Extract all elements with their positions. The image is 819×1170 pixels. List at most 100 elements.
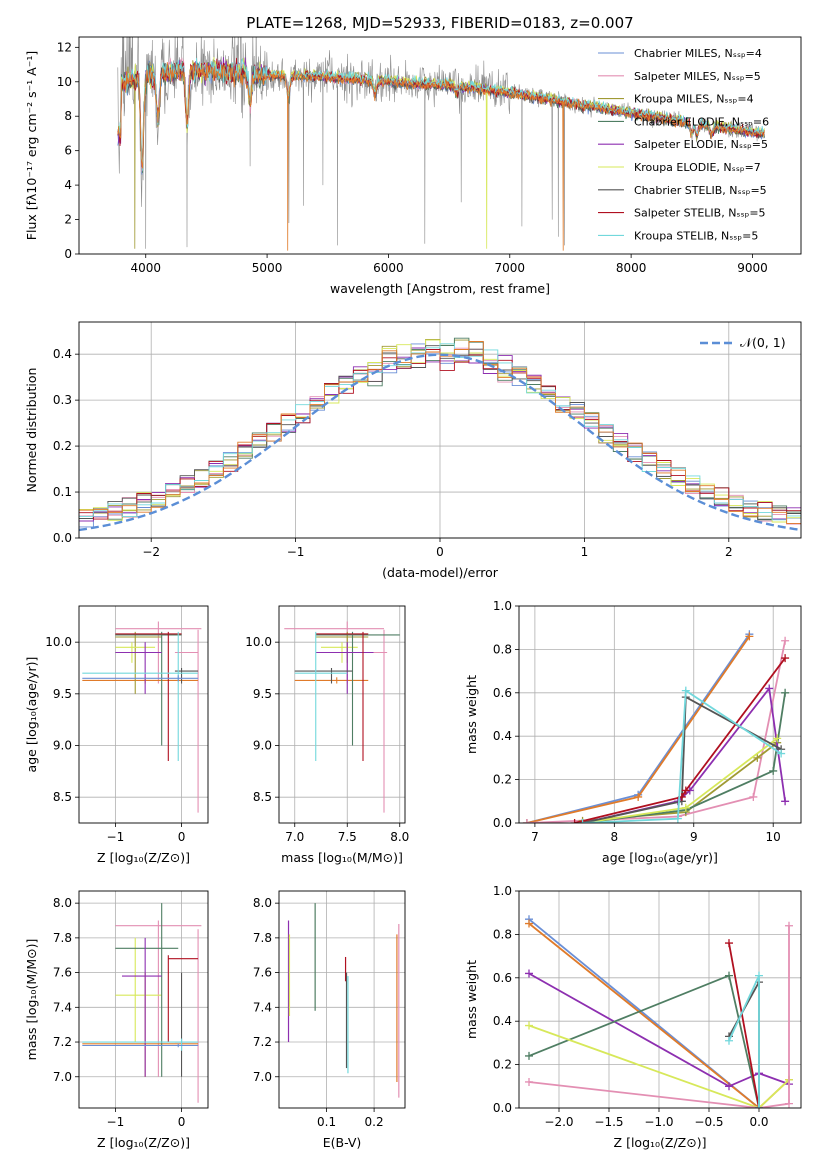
model-spectrum-line-orange (117, 62, 765, 251)
x-tick-label: 8 (611, 830, 619, 844)
y-tick-label: 1.0 (493, 884, 512, 898)
y-tick-label: 0.8 (493, 927, 512, 941)
y-tick-label: 9.0 (53, 739, 72, 753)
residuals-legend: 𝒩(0, 1) (700, 335, 786, 350)
weight-point-marker (777, 749, 786, 758)
y-tick-label: 7.4 (53, 1000, 72, 1014)
y-tick-label: 9.5 (53, 687, 72, 701)
x-axis-label: Z [log₁₀(Z/Z⊙)] (97, 850, 190, 865)
mass_vs_Z-axes: −1 0 7.0 7.2 7.4 7.6 7.8 8.0 Z [log₁₀(Z/Z⊙)] mass… (24, 890, 209, 1150)
y-tick-label: 4 (64, 178, 72, 192)
weight-point-marker (769, 766, 778, 775)
mass_vs_ebv-plot-area (287, 903, 400, 1098)
weight_vs_age-plot-area (522, 630, 790, 823)
y-tick-label: 8.0 (253, 896, 272, 910)
axes-frame (518, 890, 802, 1109)
x-tick-label: −1 (287, 545, 305, 559)
x-tick-label: −1 (107, 1115, 125, 1129)
legend-entry-label: Kroupa MILES, Nₛₛₚ=4 (634, 93, 754, 106)
age_vs_mass-axes: 7.0 7.5 8.0 8.5 9.0 9.5 10.0 mass [log₁₀(M/M⊙)] (245, 605, 409, 865)
axes-frame (278, 605, 406, 824)
weight-point-marker (781, 654, 790, 663)
residual-histogram-s_stelib (79, 349, 801, 520)
y-tick-label: 7.2 (53, 1035, 72, 1049)
y-tick-label: 7.8 (253, 931, 272, 945)
x-tick-label: 8000 (616, 261, 647, 275)
weight-point-marker (755, 971, 763, 980)
x-axis-label: Z [log₁₀(Z/Z⊙)] (614, 1135, 707, 1150)
mass_vs_ebv-axes: 0.1 0.2 7.0 7.2 7.4 7.6 7.8 8.0 E(B-V) (253, 890, 406, 1150)
weight-point-marker (753, 753, 762, 762)
weight_vs_Z-plot-area (525, 915, 793, 1108)
y-tick-label: 1.0 (493, 599, 512, 613)
y-tick-label: 0.6 (493, 686, 512, 700)
legend-entry-label: Kroupa ELODIE, Nₛₛₚ=7 (634, 161, 761, 174)
axes-frame (278, 890, 406, 1109)
y-tick-label: 10.0 (245, 635, 272, 649)
error-cross-10 (82, 675, 199, 682)
x-tick-label: 7 (531, 830, 539, 844)
legend-entry-label: Salpeter ELODIE, Nₛₛₚ=5 (634, 138, 768, 151)
error-cross-7 (115, 631, 182, 761)
axes-frame (78, 321, 802, 539)
x-tick-label: 9 (690, 830, 698, 844)
error-cross-6 (315, 642, 374, 694)
weight-point-marker (773, 734, 782, 743)
legend-entry-label: Kroupa STELIB, Nₛₛₚ=5 (634, 229, 758, 242)
x-axis-label: Z [log₁₀(Z/Z⊙)] (97, 1135, 190, 1150)
normal-distribution-curve (79, 353, 801, 532)
y-tick-label: 10.0 (45, 635, 72, 649)
error-cross-6 (115, 642, 162, 694)
y-tick-label: 7.2 (253, 1035, 272, 1049)
residuals-axes: −2 −1 0 1 2 0.0 0.1 0.2 0.3 0.4 (data-model)/error… (24, 321, 802, 580)
x-tick-label: 6000 (373, 261, 404, 275)
mass_vs_Z-plot-area (82, 903, 202, 1103)
weight-point-marker (765, 684, 774, 693)
weight-point-marker (781, 797, 790, 806)
weight-point-marker (781, 688, 790, 697)
y-axis-label: Flux [fλ10⁻¹⁷ erg cm⁻² s⁻¹ A⁻¹] (24, 51, 39, 240)
x-axis-label: (data-model)/error (382, 565, 499, 580)
residual-histogram-orange (79, 341, 801, 524)
error-cross-1 (174, 629, 199, 813)
axes-frame (518, 605, 802, 824)
x-tick-label: −1.5 (594, 1115, 623, 1129)
error-cross-9 (294, 631, 348, 761)
weight-point-marker (785, 1099, 793, 1108)
y-axis-label: mass weight (464, 675, 479, 754)
x-axis-label: wavelength [Angstrom, rest frame] (330, 281, 550, 296)
y-tick-label: 0.4 (493, 1014, 512, 1028)
age_vs_mass-plot-area (284, 621, 400, 813)
x-tick-label: 0 (436, 545, 444, 559)
weight-series-line-k_elodie (528, 1024, 790, 1108)
weight-point-marker (570, 819, 579, 823)
weight-point-marker (525, 1077, 533, 1086)
spectrum-legend: Chabrier MILES, Nₛₛₚ=4 Salpeter MILES, Nₛ… (598, 47, 769, 242)
spectrum-plot-area (117, 37, 765, 251)
axes-frame (78, 605, 209, 824)
x-tick-label: 4000 (130, 261, 161, 275)
y-tick-label: 0.2 (493, 773, 512, 787)
x-tick-label: 5000 (252, 261, 283, 275)
weight-point-marker (634, 792, 643, 801)
x-axis-label: mass [log₁₀(M/M⊙)] (281, 850, 403, 865)
x-axis-label: age [log₁₀(age/yr)] (602, 850, 718, 865)
error-cross-0 (115, 920, 202, 1077)
y-tick-label: 0 (64, 247, 72, 261)
x-tick-label: 0.1 (317, 1115, 336, 1129)
y-tick-label: 9.0 (253, 739, 272, 753)
y-tick-label: 7.6 (53, 966, 72, 980)
error-cross-5 (122, 937, 162, 1077)
weight-point-marker (781, 636, 790, 645)
error-cross-4 (115, 903, 179, 1077)
y-tick-label: 0.4 (53, 347, 72, 361)
weight-series-line-s_elodie (528, 972, 790, 1088)
y-tick-label: 6 (64, 144, 72, 158)
y-tick-label: 8 (64, 109, 72, 123)
y-tick-label: 0.2 (493, 1058, 512, 1072)
y-tick-label: 7.6 (253, 966, 272, 980)
x-tick-label: −1.0 (644, 1115, 673, 1129)
x-tick-label: 2 (725, 545, 733, 559)
error-cross-7 (315, 631, 369, 761)
